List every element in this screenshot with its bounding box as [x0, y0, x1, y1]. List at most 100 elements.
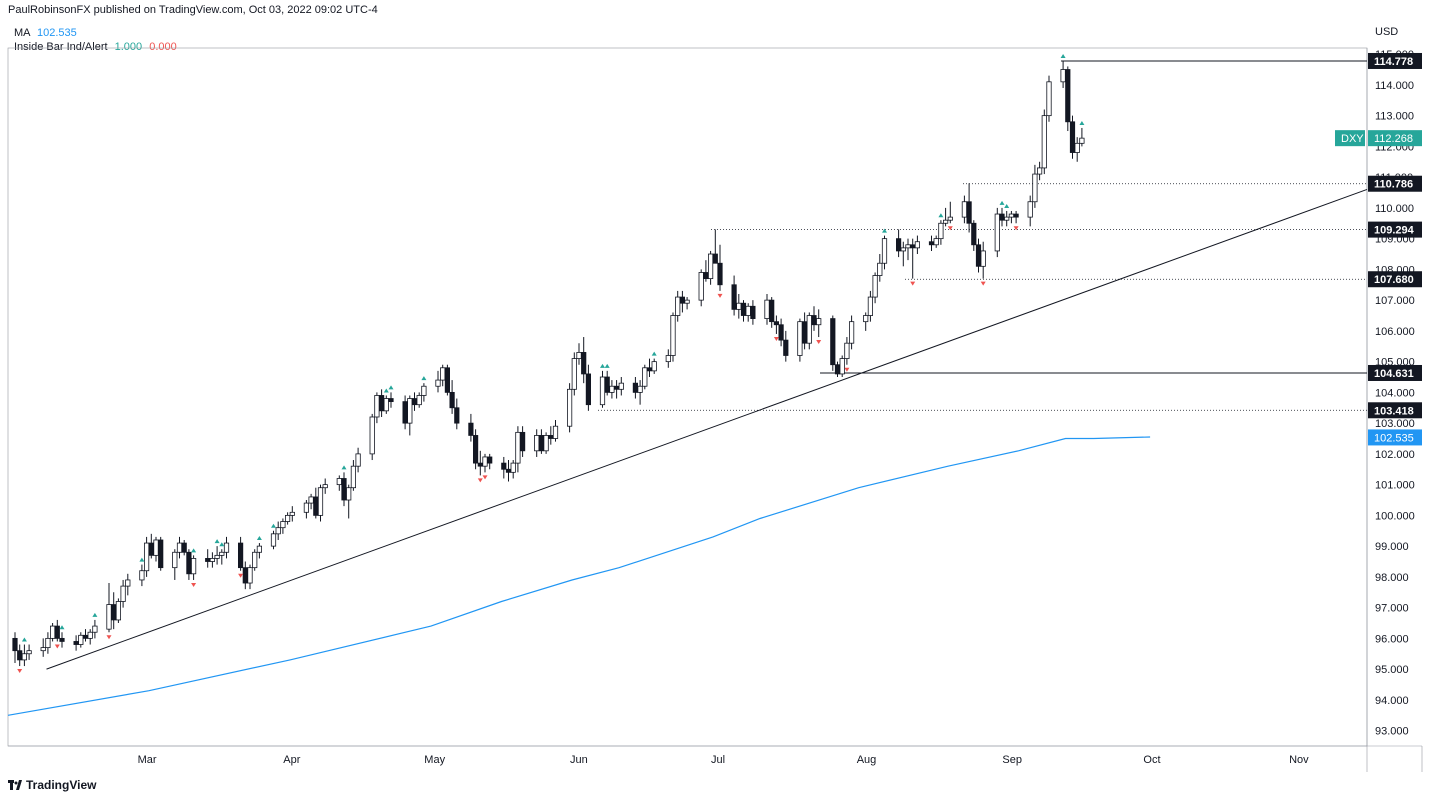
candle [82, 629, 89, 642]
candle [219, 549, 225, 565]
candle-body [1032, 173, 1038, 203]
candle-body [736, 302, 742, 310]
inside-bar-down-arrow-icon [980, 281, 986, 286]
ma-legend-row[interactable]: MA 102.535 [14, 26, 177, 40]
candle [45, 632, 51, 654]
candle-body [106, 604, 112, 630]
candle-body [576, 352, 582, 359]
candle [679, 290, 686, 313]
horizontal-levels: 114.778 110.786 109.294 107.680 104.631 103.4… [598, 52, 1422, 419]
candle [341, 472, 347, 507]
y-tick-label: 98.000 [1375, 572, 1409, 584]
candle [336, 475, 342, 491]
candle [1027, 195, 1033, 227]
candle [632, 377, 639, 399]
candle [317, 484, 324, 522]
plot-area[interactable]: USD 93.000 94.000 95.000 96.000 97.000 98.000… [7, 26, 1423, 772]
candle [487, 453, 493, 470]
inside-bar-up-arrow-icon [600, 363, 605, 368]
trendline-layer[interactable] [46, 188, 1368, 670]
candle-body [59, 637, 65, 642]
candle-body [1079, 137, 1085, 144]
candle-body [966, 201, 972, 224]
inside-bar-up-arrow-icon [1079, 120, 1085, 125]
candle [111, 592, 117, 630]
candle-body [209, 558, 215, 562]
candle-body [125, 579, 131, 587]
candle [115, 598, 121, 624]
candle-body [642, 367, 648, 387]
inside-bar-up-arrow-icon [388, 385, 394, 390]
inside-bar-down-arrow-icon [844, 367, 850, 372]
candle [764, 293, 770, 325]
candle [402, 395, 408, 430]
candle [237, 536, 244, 571]
level-badge-text: 103.418 [1374, 405, 1414, 417]
x-tick-label: Mar [138, 754, 157, 766]
moving-average-layer [7, 436, 1151, 716]
candle [802, 312, 808, 350]
candle-body [571, 358, 577, 390]
candle [736, 293, 742, 319]
candle-body [172, 551, 178, 569]
candle-body [797, 321, 803, 356]
candle-body [1027, 201, 1033, 218]
ma-price-text: 102.535 [1374, 432, 1414, 444]
candle [388, 392, 394, 408]
candle [778, 318, 784, 347]
tradingview-footer[interactable]: TradingView [8, 778, 96, 792]
candle-body [834, 364, 841, 375]
inside-bar-up-arrow-icon [59, 625, 65, 630]
candle [614, 380, 620, 399]
inside-bar-up-arrow-icon [139, 557, 145, 562]
symbol-badge-text: DXY [1341, 133, 1364, 145]
candle-body [684, 299, 690, 304]
current-price-badge [1368, 130, 1422, 147]
candle-body [322, 484, 328, 489]
moving-average-line [7, 436, 1151, 716]
candle-body [477, 462, 483, 467]
candle [863, 312, 869, 331]
candle-body [92, 625, 98, 633]
candle [928, 235, 935, 251]
candle-body [416, 395, 422, 406]
level-badge-text: 109.294 [1374, 225, 1415, 237]
candle [350, 460, 357, 491]
candle [12, 632, 18, 663]
candle-body [816, 318, 822, 326]
candle-body [1069, 121, 1076, 153]
candle [740, 300, 747, 322]
candle [1008, 210, 1015, 224]
candle [223, 536, 230, 559]
candle-body [181, 542, 187, 553]
candle [816, 309, 822, 338]
inside-bar-legend-row[interactable]: Inside Bar Ind/Alert 1.000 0.000 [14, 40, 177, 54]
candle [214, 546, 220, 565]
candle [416, 392, 422, 408]
candle-body [811, 315, 817, 326]
candle [975, 238, 982, 273]
candle-body [1065, 69, 1071, 123]
candle-body [515, 431, 521, 464]
candle-body [980, 250, 986, 267]
candle-body [50, 625, 56, 639]
inside-bar-up-arrow-icon [1004, 203, 1010, 208]
x-tick-label: Oct [1143, 754, 1160, 766]
candle [148, 533, 154, 559]
candle-body [938, 222, 944, 240]
candle-body [867, 296, 874, 316]
y-axis-ticks: 93.000 94.000 95.000 96.000 97.000 98.000 99.0… [1375, 49, 1415, 737]
candle [374, 392, 380, 424]
ma-legend-label: MA [14, 27, 30, 39]
y-tick-label: 103.000 [1375, 418, 1415, 430]
candle [40, 638, 46, 657]
inside-bar-up-arrow-icon [191, 548, 197, 553]
candle [900, 241, 906, 267]
y-tick-label: 99.000 [1375, 541, 1409, 553]
x-tick-label: Aug [857, 754, 877, 766]
candle-body [849, 321, 855, 344]
inside-bar-arrows [17, 53, 1085, 674]
y-tick-label: 106.000 [1375, 326, 1415, 338]
candle-body [275, 527, 281, 535]
